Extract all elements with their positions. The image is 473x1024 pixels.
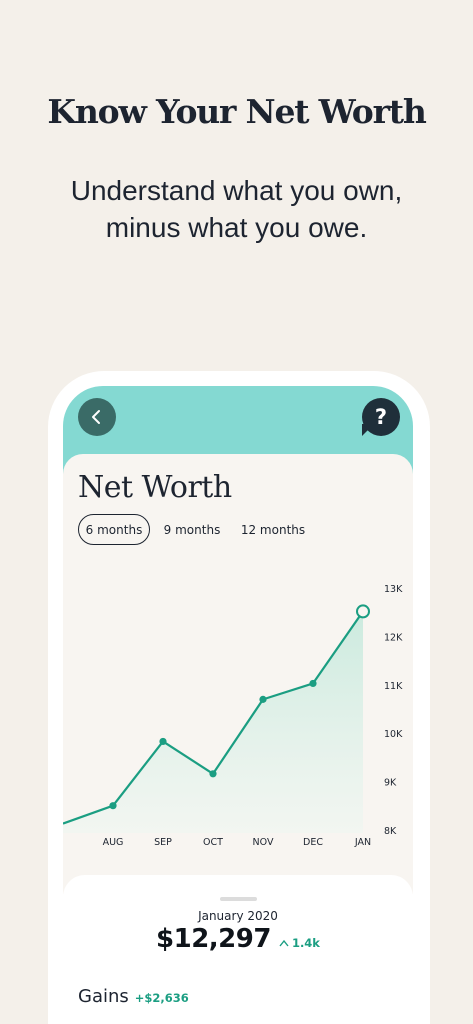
net-worth-amount: $12,297 <box>156 924 271 954</box>
gains-label: Gains <box>78 986 129 1007</box>
subtitle-line-1: Understand what you own, <box>70 175 403 206</box>
chart-area-fill <box>63 611 363 833</box>
card-title: Net Worth <box>78 470 232 505</box>
chart-point[interactable] <box>309 679 317 688</box>
y-tick-label: 12K <box>384 633 403 644</box>
change-value: 1.4k <box>291 936 320 950</box>
chevron-left-icon <box>92 410 100 424</box>
y-tick-label: 10K <box>384 729 403 740</box>
page-subtitle: Understand what you own, minus what you … <box>40 172 433 246</box>
x-tick-label: SEP <box>154 837 172 848</box>
subtitle-line-2: minus what you owe. <box>105 212 368 243</box>
x-tick-label: JAN <box>354 837 371 848</box>
x-tick-label: OCT <box>203 837 223 848</box>
tab-9-months[interactable]: 9 months <box>163 522 221 537</box>
chart-point[interactable] <box>109 802 117 810</box>
y-tick-label: 13K <box>384 584 403 595</box>
gains-value: +$2,636 <box>134 991 189 1005</box>
arrow-up-icon <box>279 939 289 947</box>
help-bubble-icon: ? <box>374 405 388 429</box>
y-tick-label: 11K <box>384 681 403 692</box>
chart-point[interactable] <box>259 695 267 703</box>
y-tick-label: 8K <box>384 826 397 837</box>
x-tick-label: AUG <box>103 837 124 848</box>
chart-point[interactable] <box>159 737 167 746</box>
y-tick-label: 9K <box>384 778 397 789</box>
tab-6-months[interactable]: 6 months <box>78 514 150 545</box>
x-tick-label: NOV <box>253 837 274 848</box>
summary-amount-row: $12,297 1.4k <box>63 924 413 954</box>
summary-date: January 2020 <box>198 909 278 923</box>
chart-point-selected[interactable] <box>356 604 370 619</box>
back-button[interactable] <box>78 398 116 436</box>
page-title: Know Your Net Worth <box>47 92 426 131</box>
help-button[interactable]: ? <box>362 398 400 436</box>
chart-point[interactable] <box>209 770 217 778</box>
x-tick-label: DEC <box>303 837 323 848</box>
sheet-grabber[interactable] <box>220 897 257 901</box>
gains-row[interactable]: Gains +$2,636 <box>78 986 189 1007</box>
net-worth-chart: 8K 9K 10K 11K 12K 13K AUG SEP OCT NOV DEC JAN <box>63 584 403 848</box>
tab-12-months[interactable]: 12 months <box>240 522 306 537</box>
change-indicator: 1.4k <box>279 936 320 950</box>
